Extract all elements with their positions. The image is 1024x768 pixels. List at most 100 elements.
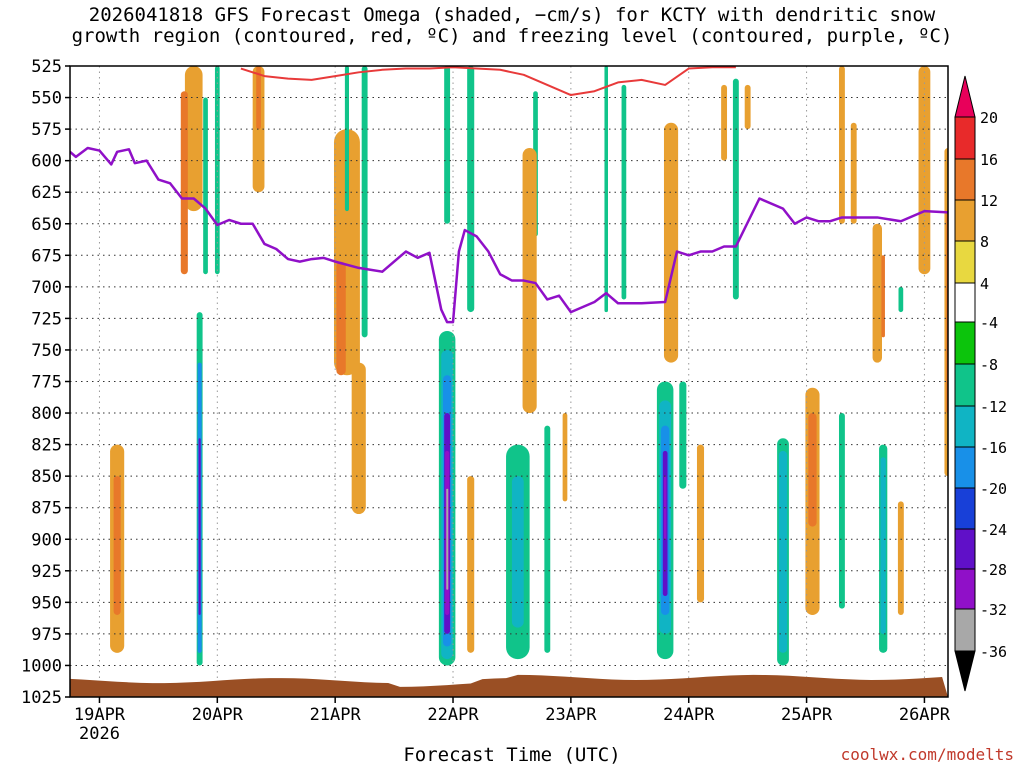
omega-cell [604,66,608,313]
omega-cell [113,476,121,615]
colorbar-tick-label: -24 [980,521,1007,539]
y-tick-label: 1025 [21,688,62,708]
omega-cell [778,450,788,653]
y-tick-label: 750 [31,341,62,361]
colorbar-swatch [954,487,976,530]
x-tick-label: 20APR [192,705,244,725]
colorbar-tick-label: -4 [980,314,998,332]
y-tick-label: 550 [31,89,62,109]
omega-cell [679,381,687,489]
omega-cell [663,122,679,363]
colorbar-tick-label: -8 [980,356,998,374]
omega-cell [336,261,346,376]
chart-title-line-1: 2026041818 GFS Forecast Omega (shaded, −… [88,4,936,26]
omega-cell [203,97,208,275]
x-tick-label: 22APR [427,705,479,725]
x-axis: 19APR 20APR 21APR 22APR 23APR 24APR 25APR 26APR… [74,697,951,744]
y-tick-label: 900 [31,530,62,550]
colorbar-swatch [954,568,976,610]
colorbar-tick-label: -20 [980,480,1007,498]
omega-cell [562,413,568,502]
y-tick-label: 675 [31,246,62,266]
colorbar-swatch [954,528,976,570]
colorbar-tick-label: 12 [980,192,998,210]
dgz-contour-line [240,66,736,97]
colorbar-swatch [954,446,976,489]
omega-cell [256,66,261,130]
omega-cell [808,413,817,527]
colorbar-tick-label: -32 [980,601,1007,619]
y-tick-label: 575 [31,120,62,140]
colorbar-swatch [954,282,976,323]
omega-cell [351,362,366,515]
colorbar-tick-label: 4 [980,275,989,293]
omega-cell [444,66,451,224]
colorbar-tick-label: -28 [980,561,1007,579]
freezing-level-line [70,146,948,324]
ground-fill [70,674,948,697]
colorbar-legend: 20 16 12 8 4 -4 -8 -12 -16 -20 -24 -28 -32 -36 [954,75,1007,692]
colorbar-swatch [954,321,976,365]
omega-cell [838,413,845,609]
x-tick-label: 25APR [781,705,833,725]
colorbar-tick-label: 20 [980,109,998,127]
omega-cell [850,122,857,224]
y-tick-label: 725 [31,309,62,329]
colorbar-swatch [954,608,976,652]
omega-cell [467,66,475,313]
x-year-label: 2026 [79,724,120,744]
colorbar-swatch [954,363,976,407]
y-tick-label: 875 [31,499,62,519]
omega-cell [721,84,728,161]
omega-cell [198,438,201,615]
x-tick-label: 19APR [74,705,126,725]
colorbar-swatch [954,199,976,242]
omega-cell [511,476,524,628]
colorbar-tick-label: -16 [980,439,1007,457]
colorbar-tick-label: 8 [980,233,989,251]
omega-cell [180,91,188,275]
y-tick-label: 600 [31,152,62,172]
colorbar-tick-label: -36 [980,643,1007,661]
x-tick-label: 21APR [310,705,362,725]
y-tick-label: 950 [31,593,62,613]
y-tick-label: 1000 [21,656,62,676]
omega-cell [732,78,739,300]
omega-cell [872,223,883,363]
y-tick-label: 650 [31,215,62,235]
ground-terrain [70,674,948,697]
contours [70,66,948,324]
y-tick-label: 775 [31,373,62,393]
x-tick-label: 26APR [899,705,951,725]
omega-shading [110,66,948,666]
omega-cell [838,66,845,224]
colorbar-swatch [954,240,976,284]
omega-cell [361,66,368,338]
x-tick-label: 23APR [545,705,597,725]
y-tick-label: 925 [31,562,62,582]
colorbar-tick-label: -12 [980,398,1007,416]
y-tick-label: 625 [31,183,62,203]
colorbar-bottom-arrow [954,650,976,692]
y-tick-label: 825 [31,436,62,456]
y-axis: 525 550 575 600 625 650 675 700 725 750 775 800 825 8… [21,57,70,708]
omega-cell [344,66,350,212]
colorbar-swatch [954,116,976,160]
omega-cell [898,286,904,313]
credit-link[interactable]: coolwx.com/modelts [840,745,1014,764]
omega-cell [918,66,931,275]
colorbar-swatch [954,158,976,201]
y-tick-label: 700 [31,278,62,298]
omega-cell [880,457,886,634]
omega-cell [897,501,904,615]
omega-cell [544,425,551,653]
x-axis-title: Forecast Time (UTC) [403,744,621,766]
omega-cell [744,84,751,130]
y-tick-label: 800 [31,404,62,424]
y-tick-label: 850 [31,467,62,487]
x-tick-label: 24APR [663,705,715,725]
omega-cell [446,488,449,590]
chart-title-line-2: growth region (contoured, red, ºC) and f… [71,25,953,47]
omega-cell [881,255,885,338]
